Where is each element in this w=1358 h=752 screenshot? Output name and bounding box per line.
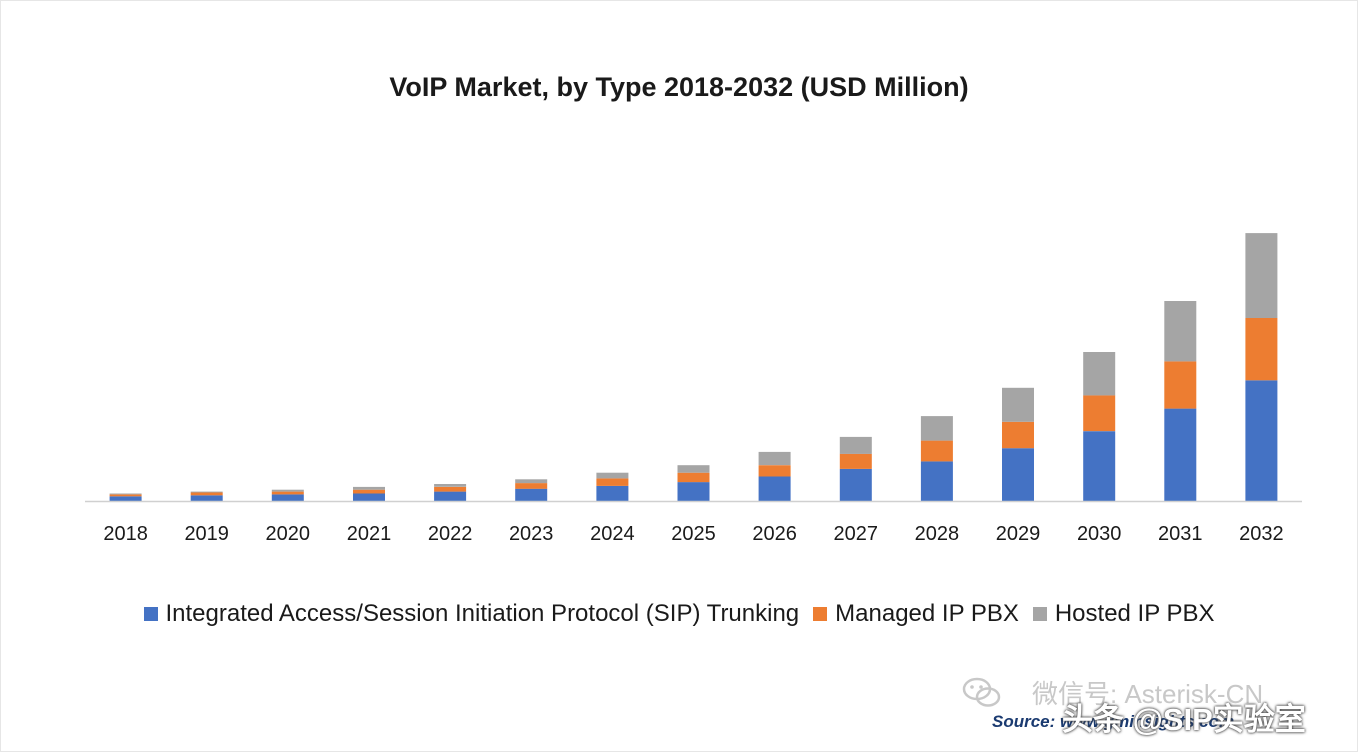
bar-2024-integrated-access-session-initiation-protocol-sip-trunking [596,485,629,501]
source-note: Source: www.gminsights.com [992,712,1235,731]
bar-2022-integrated-access-session-initiation-protocol-sip-trunking [434,491,467,501]
x-tick-label-2031: 2031 [1158,523,1203,545]
legend-item-sip-trunking: Integrated Access/Session Initiation Pro… [143,600,800,628]
watermark-wechat-id: 微信号: Asterisk-CN [1032,679,1264,709]
x-tick-label-2020: 2020 [266,523,311,545]
bar-2024-hosted-ip-pbx [596,472,629,479]
chart-title: VoIP Market, by Type 2018-2032 (USD Mill… [389,72,969,102]
x-tick-label-2028: 2028 [915,523,960,545]
bar-2031-managed-ip-pbx [1164,361,1197,409]
bar-2027-integrated-access-session-initiation-protocol-sip-trunking [839,468,872,501]
bar-2020-hosted-ip-pbx [271,489,304,492]
bar-2020-integrated-access-session-initiation-protocol-sip-trunking [271,494,304,501]
bar-2029-managed-ip-pbx [1002,421,1034,449]
bar-2025-managed-ip-pbx [677,472,710,483]
legend-swatch-hosted-ip-pbx [1032,607,1047,621]
bar-2029-integrated-access-session-initiation-protocol-sip-trunking [1002,448,1034,501]
legend-label-sip-trunking: Integrated Access/Session Initiation Pro… [165,600,800,627]
bar-2023-hosted-ip-pbx [515,479,548,484]
chart-legend: Integrated Access/Session Initiation Pro… [0,600,1358,628]
x-tick-label-2022: 2022 [428,523,473,545]
legend-item-hosted-ip-pbx: Hosted IP PBX [1032,600,1215,628]
x-tick-label-2030: 2030 [1077,523,1122,545]
legend-swatch-sip-trunking [143,607,158,621]
bar-2019-managed-ip-pbx [190,492,223,496]
bar-2030-managed-ip-pbx [1083,395,1116,432]
x-tick-label-2019: 2019 [184,523,229,545]
bar-2018-managed-ip-pbx [109,494,142,497]
legend-label-hosted-ip-pbx: Hosted IP PBX [1054,600,1215,627]
bar-2022-hosted-ip-pbx [434,484,467,487]
bar-2031-integrated-access-session-initiation-protocol-sip-trunking [1164,408,1197,501]
bar-2022-managed-ip-pbx [434,486,467,492]
x-tick-label-2024: 2024 [590,523,635,545]
x-tick-label-2026: 2026 [752,523,797,545]
x-tick-label-2023: 2023 [509,523,554,545]
watermark-toutiao: 头条 @SIP实验室 [1062,702,1306,737]
bar-2020-managed-ip-pbx [271,491,304,495]
bar-2029-hosted-ip-pbx [1002,387,1034,422]
bar-2025-hosted-ip-pbx [677,465,710,473]
x-tick-label-2025: 2025 [671,523,716,545]
bar-2018-integrated-access-session-initiation-protocol-sip-trunking [109,496,142,501]
x-tick-label-2032: 2032 [1239,523,1284,545]
x-tick-label-2021: 2021 [347,523,392,545]
x-tick-label-2029: 2029 [996,523,1041,545]
bar-2028-integrated-access-session-initiation-protocol-sip-trunking [920,461,953,501]
bar-2032-integrated-access-session-initiation-protocol-sip-trunking [1245,380,1278,501]
bar-2030-hosted-ip-pbx [1083,352,1116,396]
bar-2019-hosted-ip-pbx [190,491,223,493]
legend-swatch-managed-ip-pbx [813,607,828,621]
bar-2026-managed-ip-pbx [758,465,791,477]
bar-2023-managed-ip-pbx [515,483,548,489]
bar-2028-managed-ip-pbx [920,440,953,462]
bar-2025-integrated-access-session-initiation-protocol-sip-trunking [677,482,710,501]
bar-2019-integrated-access-session-initiation-protocol-sip-trunking [190,495,223,501]
x-tick-label-2027: 2027 [834,523,879,545]
bar-2024-managed-ip-pbx [596,478,629,486]
legend-item-managed-ip-pbx: Managed IP PBX [813,600,1019,628]
bar-2021-managed-ip-pbx [353,489,385,494]
legend-label-managed-ip-pbx: Managed IP PBX [835,600,1019,627]
bar-2027-hosted-ip-pbx [839,436,872,454]
bar-2018-hosted-ip-pbx [109,493,142,495]
x-tick-label-2018: 2018 [103,523,148,545]
bar-2023-integrated-access-session-initiation-protocol-sip-trunking [515,488,548,501]
bar-2032-hosted-ip-pbx [1245,233,1278,318]
bar-2026-hosted-ip-pbx [758,451,791,466]
bar-2021-hosted-ip-pbx [353,486,385,490]
bar-2028-hosted-ip-pbx [920,416,953,441]
bar-2031-hosted-ip-pbx [1164,301,1197,362]
wechat-icon [962,677,1001,707]
bar-2021-integrated-access-session-initiation-protocol-sip-trunking [353,493,385,501]
bar-2027-managed-ip-pbx [839,453,872,469]
bar-2032-managed-ip-pbx [1245,318,1278,381]
bar-2030-integrated-access-session-initiation-protocol-sip-trunking [1083,431,1116,501]
bar-2026-integrated-access-session-initiation-protocol-sip-trunking [758,476,791,501]
